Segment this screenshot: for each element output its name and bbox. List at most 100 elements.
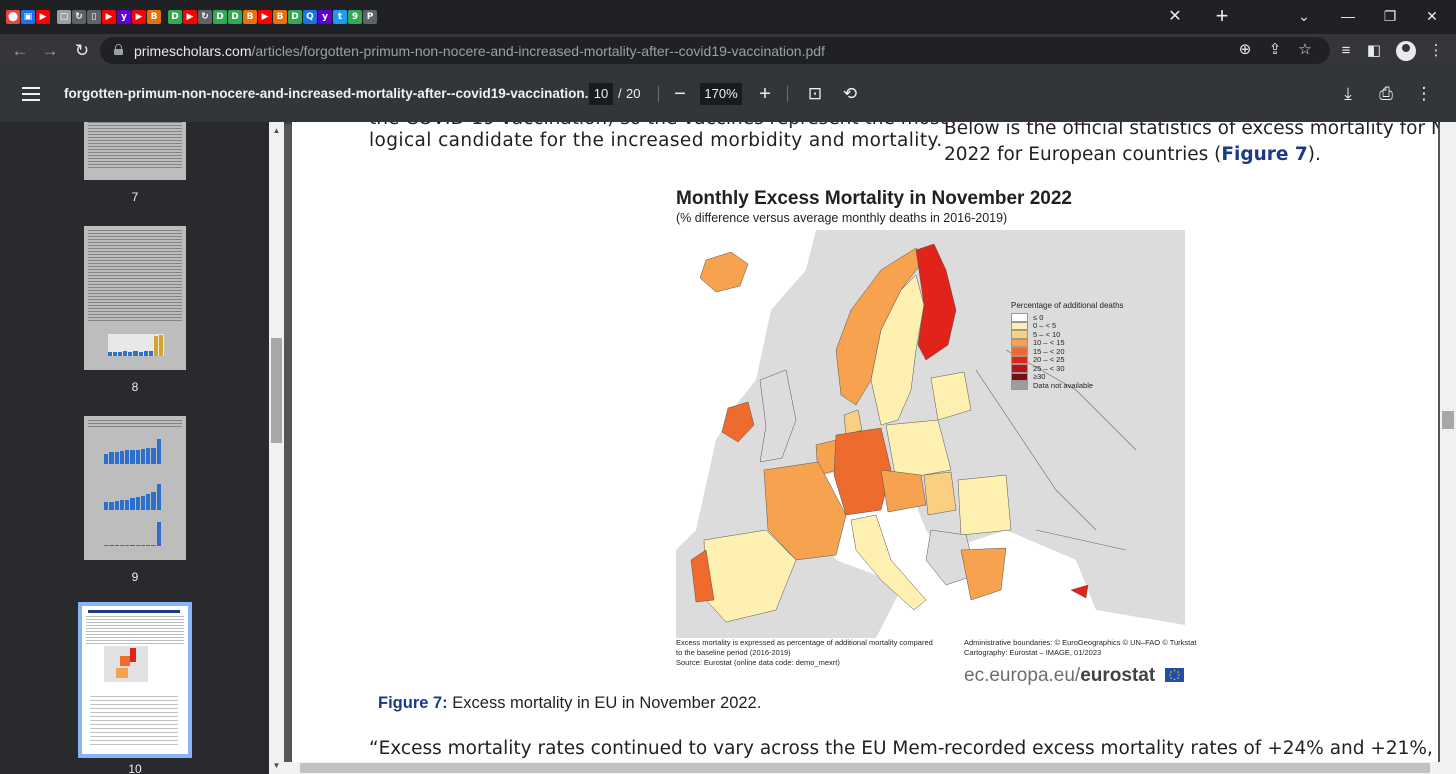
url-text[interactable]: primescholars.com/articles/forgotten-pri… (134, 43, 825, 59)
sheets-tab-favicon[interactable]: 9 (348, 10, 362, 24)
figure-note-line: to the baseline period (2016-2019) (676, 648, 791, 657)
legend-swatch (1011, 338, 1028, 347)
figure-note-right: Administrative boundaries: © EuroGeograp… (964, 638, 1197, 658)
bookmark-star-icon[interactable]: ☆ (1298, 41, 1312, 58)
body-text-line: “Excess mortality rates continued to var… (369, 738, 945, 759)
youtube-tab-favicon[interactable]: ▶ (36, 10, 50, 24)
legend-swatch (1011, 381, 1028, 390)
play-tab-favicon[interactable]: D (213, 10, 227, 24)
zoom-out-button[interactable]: − (674, 83, 686, 105)
caption-text: Excess mortality in EU in November 2022. (447, 694, 762, 712)
sidebar-menu-icon[interactable] (22, 83, 42, 105)
sidebar-scrollbar-thumb[interactable] (271, 338, 282, 443)
legend-swatch (1011, 355, 1028, 364)
lock-icon[interactable] (114, 44, 123, 55)
download-icon[interactable]: ⤓ (1344, 84, 1352, 103)
iceland-region (699, 251, 749, 293)
tab-search-chevron-icon[interactable]: ⌄ (1298, 8, 1310, 24)
thumbnail-number: 8 (131, 380, 139, 394)
forward-button[interactable]: → (41, 41, 59, 60)
close-window-button[interactable]: ✕ (1426, 8, 1438, 24)
legend-label: 20 – < 25 (1033, 355, 1065, 365)
reload-tab-favicon[interactable]: ↻ (198, 10, 212, 24)
page-number-input[interactable]: 10 (589, 83, 613, 105)
youtube-tab-favicon[interactable]: ▶ (132, 10, 146, 24)
share-icon[interactable]: ⇪ (1268, 41, 1282, 58)
sidebar-scroll-up-icon[interactable]: ▲ (272, 126, 281, 135)
figure-note-line: Excess mortality is expressed as percent… (676, 638, 933, 647)
app-tab-favicon[interactable]: ▣ (21, 10, 35, 24)
rotate-icon[interactable]: ⟲ (842, 84, 858, 103)
youtube-tab-favicon[interactable]: ▶ (258, 10, 272, 24)
legend-item: 25 – < 30 (1011, 364, 1141, 373)
figure-note-line: Source: Eurostat (online data code: demo… (676, 658, 840, 667)
legend-item: 10 – < 15 (1011, 338, 1141, 347)
media-control-icon[interactable]: ≡ (1341, 42, 1351, 59)
bookmark-tab-favicon[interactable]: B (243, 10, 257, 24)
bookmark-tab-favicon[interactable]: B (273, 10, 287, 24)
thumbnail-sidebar: 7 8 9 10 (0, 122, 269, 774)
body-text-line: 2022 for European countries (Figure 7). (944, 142, 1321, 168)
legend-label: 0 – < 5 (1033, 321, 1057, 331)
youtube-tab-favicon[interactable]: ▶ (183, 10, 197, 24)
zoom-level-input[interactable]: 170% (700, 83, 742, 105)
bookmark-tab-favicon[interactable]: B (147, 10, 161, 24)
body-text-line: recorded excess mortality rates of +24% … (944, 738, 1438, 759)
address-bar[interactable]: primescholars.com/articles/forgotten-pri… (100, 37, 1330, 64)
body-text-line: logical candidate for the increased morb… (369, 130, 943, 151)
pdf-page: the COVID-19 vaccination) so the vaccine… (292, 122, 1438, 762)
search-tab-favicon[interactable]: Q (303, 10, 317, 24)
reload-tab-favicon[interactable]: ↻ (72, 10, 86, 24)
yahoo-tab-favicon[interactable]: y (117, 10, 131, 24)
thumbnail-number: 9 (131, 570, 139, 584)
play-tab-favicon[interactable]: D (168, 10, 182, 24)
legend-swatch (1011, 313, 1028, 322)
document-scrollbar-thumb[interactable] (1442, 411, 1454, 429)
body-text-line: the COVID-19 vaccination) so the vaccine… (369, 122, 947, 132)
reload-button[interactable]: ↻ (74, 41, 90, 60)
print-icon[interactable]: ⎙ (1379, 84, 1393, 103)
pdf-tab-favicon[interactable]: P (363, 10, 377, 24)
chrome-tab-favicon[interactable]: ⬤ (6, 10, 20, 24)
youtube-tab-favicon[interactable]: ▶ (102, 10, 116, 24)
play-tab-favicon[interactable]: D (228, 10, 242, 24)
document-scrollbar[interactable] (1440, 122, 1456, 762)
europe-map-svg (676, 230, 1185, 638)
legend-item: ≥30 (1011, 372, 1141, 381)
back-button[interactable]: ← (11, 41, 29, 60)
side-panel-icon[interactable]: ◧ (1366, 42, 1382, 59)
phone-tab-favicon[interactable]: ▯ (87, 10, 101, 24)
figure-note-line: Cartography: Eurostat – IMAGE, 01/2023 (964, 648, 1102, 657)
restore-window-button[interactable]: ❐ (1383, 8, 1397, 24)
fit-to-page-icon[interactable]: ⊡ (807, 84, 823, 103)
new-tab-button[interactable]: + (1215, 3, 1229, 28)
document-tab-favicon[interactable]: ▢ (57, 10, 71, 24)
ireland-region (721, 401, 755, 443)
zoom-icon[interactable]: ⊕ (1238, 41, 1252, 58)
close-tab-icon[interactable]: ✕ (1168, 8, 1182, 25)
poland-region (885, 419, 952, 481)
horizontal-scrollbar-thumb[interactable] (300, 763, 1430, 773)
thumbnail-number: 7 (131, 190, 139, 204)
caption-label: Figure 7: (378, 694, 448, 712)
portugal-region (690, 549, 715, 603)
play-tab-favicon[interactable]: D (288, 10, 302, 24)
twitter-tab-favicon[interactable]: t (333, 10, 347, 24)
sidebar-scrollbar[interactable] (269, 122, 284, 774)
thumbnail-page-8[interactable] (84, 226, 186, 370)
balkans-region (925, 529, 977, 586)
legend-item: 20 – < 25 (1011, 355, 1141, 365)
profile-avatar[interactable] (1396, 41, 1416, 61)
minimize-window-button[interactable]: — (1341, 8, 1355, 24)
thumbnail-page-10[interactable] (78, 602, 192, 758)
thumbnail-page-7[interactable] (84, 122, 186, 180)
eu-flag-icon (1165, 668, 1184, 682)
figure-reference-link[interactable]: Figure 7 (1221, 144, 1308, 165)
pdf-more-options-icon[interactable]: ⋮ (1415, 84, 1433, 103)
browser-menu-icon[interactable]: ⋮ (1428, 42, 1444, 59)
sidebar-scroll-down-icon[interactable]: ▼ (272, 761, 281, 770)
yahoo-tab-favicon[interactable]: y (318, 10, 332, 24)
zoom-in-button[interactable]: + (759, 83, 771, 105)
thumbnail-page-9[interactable] (84, 416, 186, 560)
